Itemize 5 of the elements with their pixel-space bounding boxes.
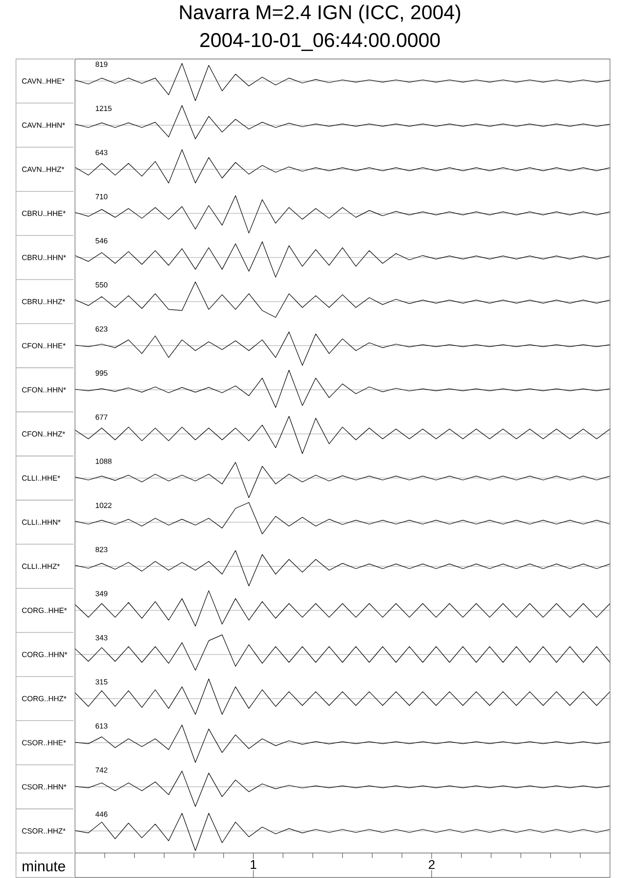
x-tick-label: 1 xyxy=(250,860,256,869)
chart-title: Navarra M=2.4 IGN (ICC, 2004) xyxy=(180,4,460,24)
chart-subtitle: 2004-10-01_06:44:00.0000 xyxy=(200,33,440,51)
x-axis-title: minute xyxy=(22,860,66,872)
x-tick-label: 2 xyxy=(428,860,435,869)
